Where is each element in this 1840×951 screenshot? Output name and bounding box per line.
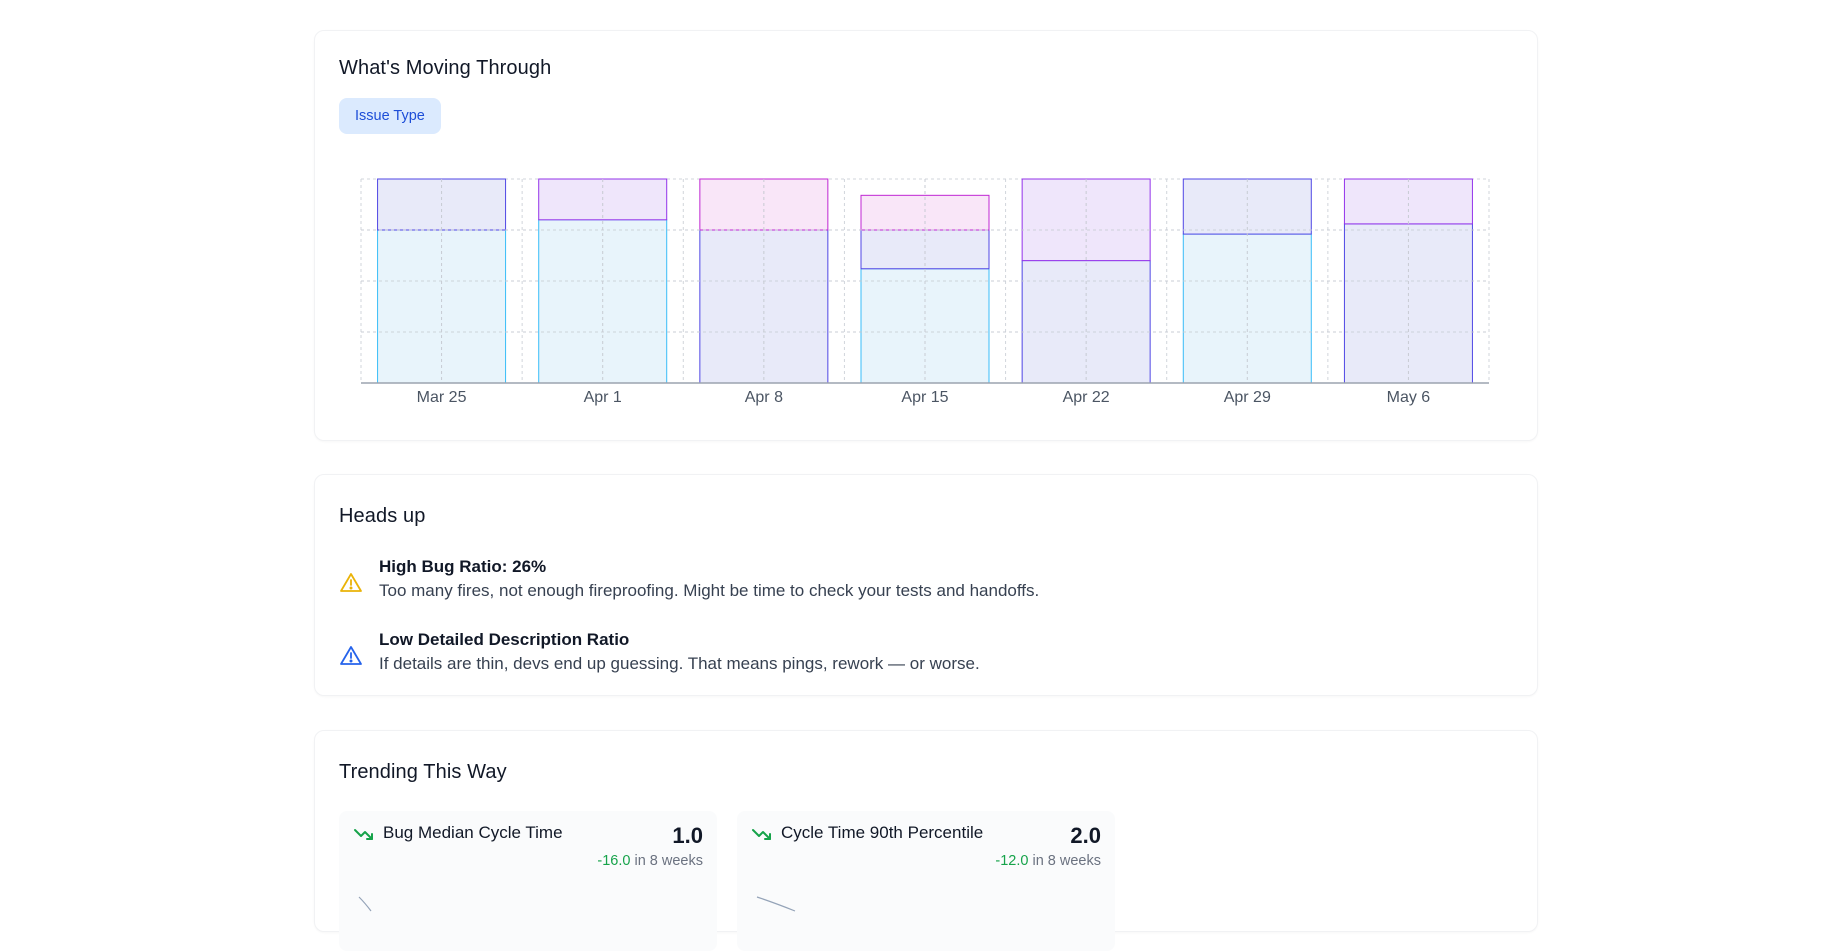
issue-type-stacked-bar-chart: Mar 25 Apr 1 Apr 8 Apr 15 Apr 22 Apr 29 May 6 [360, 178, 1490, 406]
metric-delta-period: in 8 weeks [634, 853, 703, 869]
x-tick-label: Apr 15 [901, 389, 948, 406]
alert-high-bug-ratio: High Bug Ratio: 26% Too many fires, not … [339, 557, 1489, 607]
alert-title: Low Detailed Description Ratio [379, 630, 630, 649]
metric-delta-value: -12.0 [995, 853, 1029, 869]
bar-segment [1182, 178, 1312, 235]
metric-delta-period: in 8 weeks [1032, 853, 1101, 869]
whats-moving-through-card: What's Moving Through Issue Type Mar 25 A… [314, 30, 1538, 441]
alert-description: Too many fires, not enough fireproofing.… [379, 581, 1040, 600]
x-tick-label: Apr 22 [1063, 389, 1110, 406]
metric-title: Bug Median Cycle Time [383, 823, 563, 842]
metric-value: 1.0 [672, 823, 703, 848]
metric-delta: -12.0 in 8 weeks [995, 853, 1101, 869]
alert-description: If details are thin, devs end up guessin… [379, 654, 980, 673]
metric-delta: -16.0 in 8 weeks [597, 853, 703, 869]
heads-up-card: Heads up High Bug Ratio: 26% Too many fi… [314, 474, 1538, 696]
metric-title: Cycle Time 90th Percentile [781, 823, 984, 842]
metric-card-bug-median-cycle-time[interactable]: Bug Median Cycle Time 1.0 -16.0 in 8 wee… [339, 811, 717, 951]
bar-segment [860, 194, 990, 231]
bar-segment [1343, 223, 1473, 384]
alert-low-description-ratio: Low Detailed Description Ratio If detail… [339, 630, 1489, 680]
bar-segment [1021, 260, 1151, 384]
metric-card-cycle-time-90th-percentile[interactable]: Cycle Time 90th Percentile 2.0 -12.0 in … [737, 811, 1115, 951]
section-title: What's Moving Through [339, 57, 552, 79]
issue-type-filter-chip[interactable]: Issue Type [339, 98, 441, 134]
section-title: Trending This Way [339, 761, 507, 783]
trending-down-icon [353, 823, 375, 845]
bar-segment [860, 229, 990, 270]
section-title: Heads up [339, 505, 426, 527]
x-tick-label: Mar 25 [417, 389, 467, 406]
x-tick-label: May 6 [1387, 389, 1431, 406]
alert-title: High Bug Ratio: 26% [379, 557, 547, 576]
warning-triangle-icon [339, 644, 363, 668]
x-tick-label: Apr 29 [1224, 389, 1271, 406]
metric-delta-value: -16.0 [597, 853, 631, 869]
dashboard-page: What's Moving Through Issue Type Mar 25 A… [314, 30, 1538, 932]
trending-down-icon [751, 823, 773, 845]
trending-this-way-card: Trending This Way Bug Median Cycle Time … [314, 730, 1538, 951]
x-tick-label: Apr 1 [584, 389, 622, 406]
warning-triangle-icon [339, 571, 363, 595]
sparkline [358, 896, 372, 912]
x-tick-label: Apr 8 [745, 389, 783, 406]
metric-value: 2.0 [1070, 823, 1101, 848]
sparkline [756, 896, 796, 912]
